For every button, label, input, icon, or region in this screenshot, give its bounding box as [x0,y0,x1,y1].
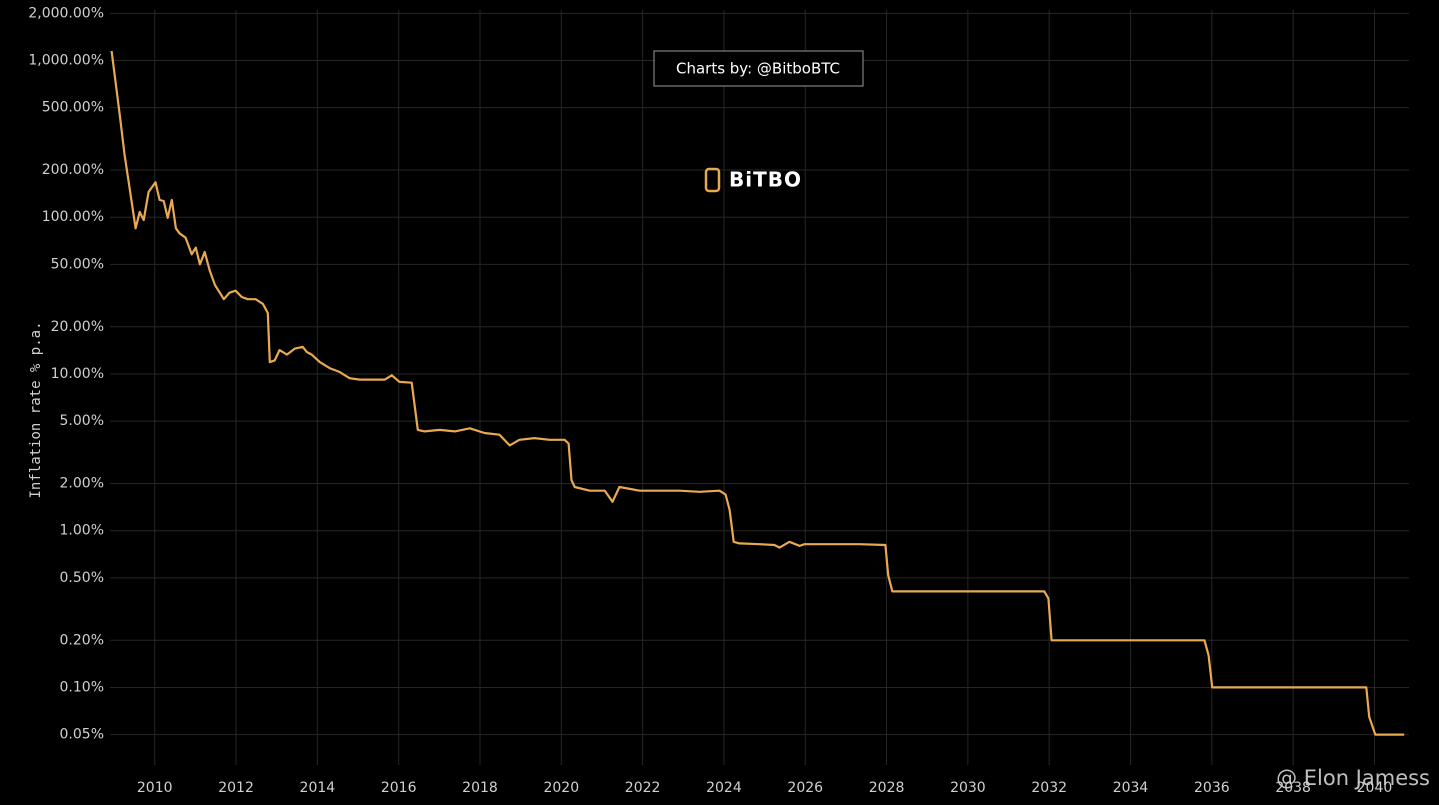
x-tick-label: 2012 [218,780,254,796]
x-tick-label: 2024 [706,780,742,796]
y-tick-label: 50.00% [51,256,104,272]
x-tick-label: 2030 [950,780,986,796]
y-tick-label: 5.00% [60,413,104,429]
annotation: Charts by: @BitboBTC [676,60,840,78]
logo-icon [704,167,721,193]
y-tick-label: 0.20% [60,632,104,648]
y-tick-label: 20.00% [51,319,104,335]
y-axis-label: Inflation rate % p.a. [28,321,44,498]
y-tick-label: 0.50% [60,570,104,586]
logo-text: BiTBO [729,168,802,192]
grid [110,10,1409,765]
x-tick-label: 2018 [462,780,498,796]
plot-area [110,50,1405,736]
watermark: @ Elon Jamess [1276,766,1430,790]
line-series [110,50,1405,736]
x-tick-label: 2028 [869,780,905,796]
y-tick-label: 200.00% [42,162,104,178]
y-tick-label: 500.00% [42,100,104,116]
y-tick-label: 2.00% [60,476,104,492]
x-tick-label: 2010 [137,780,173,796]
y-tick-label: 0.05% [60,727,104,743]
x-tick-label: 2038 [1275,780,1311,796]
x-tick-label: 2014 [300,780,336,796]
x-tick-label: 2022 [625,780,661,796]
x-tick-label: 2026 [787,780,823,796]
annotation-box [653,50,864,87]
x-tick-label: 2016 [381,780,417,796]
logo: BiTBO [704,167,802,193]
y-tick-label: 2,000.00% [28,5,104,21]
y-tick-label: 1.00% [60,523,104,539]
x-tick-label: 2036 [1194,780,1230,796]
x-tick-label: 2040 [1357,780,1393,796]
x-tick-label: 2032 [1031,780,1067,796]
y-tick-label: 1,000.00% [28,53,104,69]
x-tick-label: 2020 [543,780,579,796]
x-tick-label: 2034 [1113,780,1149,796]
y-tick-label: 0.10% [60,679,104,695]
y-tick-label: 10.00% [51,366,104,382]
y-tick-label: 100.00% [42,209,104,225]
